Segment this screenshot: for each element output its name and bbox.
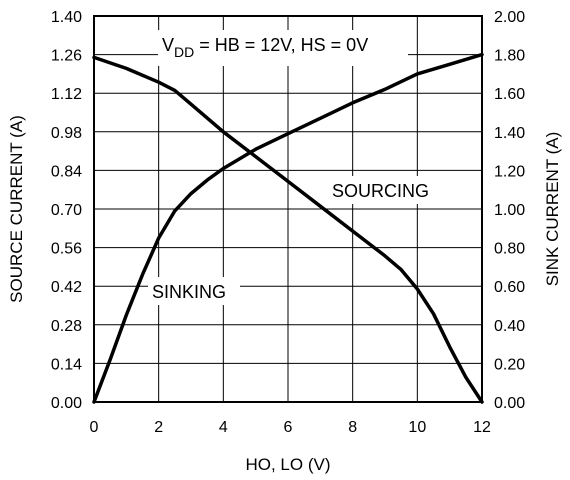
annotation-bg xyxy=(158,30,408,66)
y-tick-label-left: 0.42 xyxy=(51,279,82,296)
x-tick-label: 2 xyxy=(154,419,163,436)
x-tick-label: 4 xyxy=(219,419,228,436)
y-tick-label-right: 2.00 xyxy=(494,9,525,26)
annotation-sub: DD xyxy=(174,44,194,60)
y-tick-label-right: 1.20 xyxy=(494,163,525,180)
y-tick-label-right: 1.40 xyxy=(494,125,525,142)
series-line-sourcing xyxy=(92,55,484,404)
y-tick-label-left: 0.70 xyxy=(51,202,82,219)
grid xyxy=(94,16,482,402)
y-tick-label-right: 0.40 xyxy=(494,318,525,335)
tick-labels: 0 2 4 6 8 10 120.00 0.000.14 0.200.28 0.400.42 0.6… xyxy=(51,9,525,436)
series-label-sourcing: SOURCING xyxy=(332,181,429,201)
y-tick-label-left: 0.56 xyxy=(51,241,82,258)
x-tick-label: 6 xyxy=(284,419,293,436)
y-tick-label-left: 0.98 xyxy=(51,125,82,142)
y-tick-label-right: 1.80 xyxy=(494,48,525,65)
y-tick-label-right: 0.60 xyxy=(494,279,525,296)
y-tick-label-left: 0.84 xyxy=(51,163,82,180)
y-tick-label-left: 1.26 xyxy=(51,48,82,65)
annotation-v: V xyxy=(162,35,174,55)
x-axis-label: HO, LO (V) xyxy=(245,455,330,474)
series-line-sinking xyxy=(92,52,484,404)
y-tick-label-left: 1.40 xyxy=(51,9,82,26)
y-axis-label-left: SOURCE CURRENT (A) xyxy=(7,115,26,303)
x-tick-label: 0 xyxy=(90,419,99,436)
y-tick-label-left: 0.00 xyxy=(51,395,82,412)
x-tick-label: 8 xyxy=(348,419,357,436)
y-tick-label-left: 0.14 xyxy=(51,356,82,373)
x-tick-label: 10 xyxy=(408,419,426,436)
y-tick-label-right: 1.60 xyxy=(494,86,525,103)
y-tick-label-right: 1.00 xyxy=(494,202,525,219)
y-tick-label-right: 0.80 xyxy=(494,241,525,258)
x-tick-label: 12 xyxy=(473,419,491,436)
curves xyxy=(92,52,484,404)
sourcing-label-bg xyxy=(327,176,443,204)
y-axis-label-right: SINK CURRENT (A) xyxy=(543,132,562,287)
y-tick-label-right: 0.00 xyxy=(494,395,525,412)
annotation: VDD = HB = 12V, HS = 0V xyxy=(162,35,368,60)
plot-frame xyxy=(93,15,483,403)
sinking-label-bg xyxy=(148,277,240,305)
y-tick-label-left: 0.28 xyxy=(51,318,82,335)
y-tick-label-left: 1.12 xyxy=(51,86,82,103)
annotation-rest: = HB = 12V, HS = 0V xyxy=(194,35,368,55)
series-label-sinking: SINKING xyxy=(152,282,226,302)
y-tick-label-right: 0.20 xyxy=(494,356,525,373)
